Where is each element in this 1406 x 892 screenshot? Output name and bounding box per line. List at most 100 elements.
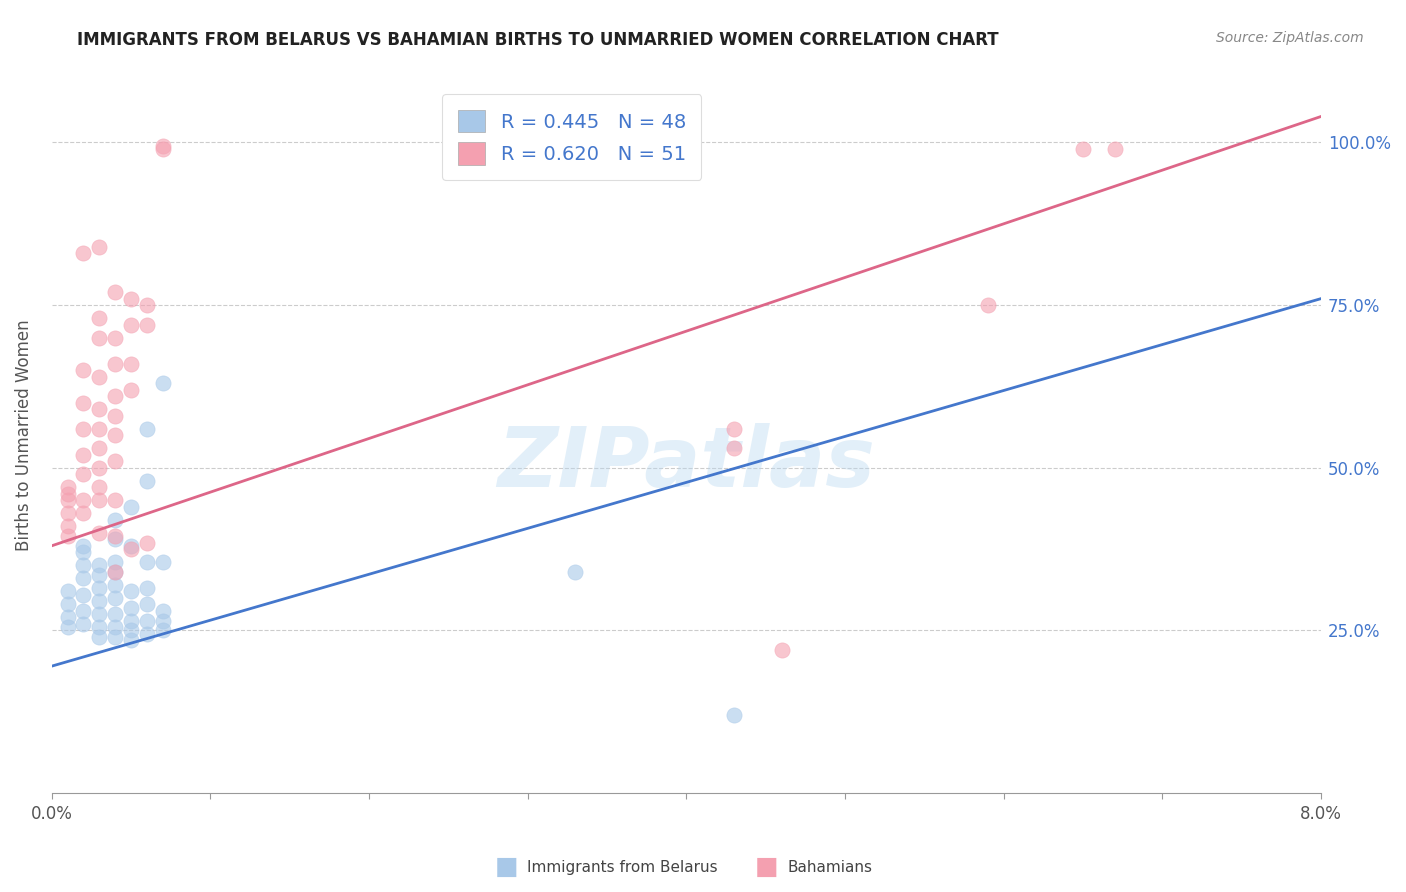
Point xyxy=(104,331,127,345)
Point xyxy=(104,428,127,442)
Point xyxy=(56,506,79,520)
Point xyxy=(104,529,127,543)
Point xyxy=(72,395,94,409)
Point xyxy=(89,630,111,644)
Point xyxy=(136,298,159,312)
Point xyxy=(120,318,142,332)
Point xyxy=(104,533,127,547)
Point xyxy=(104,389,127,403)
Point xyxy=(72,539,94,553)
Point xyxy=(136,535,159,549)
Point xyxy=(89,441,111,455)
Point xyxy=(136,318,159,332)
Point xyxy=(977,298,1000,312)
Point xyxy=(120,383,142,397)
Point xyxy=(104,555,127,569)
Point xyxy=(136,581,159,595)
Point xyxy=(89,422,111,436)
Point xyxy=(89,558,111,573)
Point xyxy=(152,604,174,618)
Point xyxy=(72,493,94,508)
Point xyxy=(104,285,127,299)
Point xyxy=(120,539,142,553)
Point xyxy=(104,357,127,371)
Point xyxy=(89,369,111,384)
Point xyxy=(120,584,142,599)
Point xyxy=(89,402,111,417)
Point xyxy=(56,610,79,624)
Point xyxy=(89,493,111,508)
Point xyxy=(56,493,79,508)
Text: Immigrants from Belarus: Immigrants from Belarus xyxy=(527,860,718,874)
Point xyxy=(56,584,79,599)
Point xyxy=(104,607,127,621)
Point xyxy=(120,542,142,557)
Text: ■: ■ xyxy=(495,855,517,879)
Point xyxy=(104,454,127,468)
Point xyxy=(72,422,94,436)
Point xyxy=(723,707,745,722)
Point xyxy=(104,565,127,579)
Point xyxy=(120,500,142,514)
Point xyxy=(56,598,79,612)
Point xyxy=(56,529,79,543)
Point xyxy=(89,311,111,326)
Point xyxy=(72,571,94,585)
Point xyxy=(136,555,159,569)
Point xyxy=(72,588,94,602)
Point xyxy=(104,493,127,508)
Point xyxy=(120,600,142,615)
Legend: R = 0.445   N = 48, R = 0.620   N = 51: R = 0.445 N = 48, R = 0.620 N = 51 xyxy=(443,95,702,180)
Point xyxy=(104,578,127,592)
Point xyxy=(72,246,94,260)
Text: Source: ZipAtlas.com: Source: ZipAtlas.com xyxy=(1216,31,1364,45)
Point xyxy=(89,568,111,582)
Point xyxy=(104,409,127,423)
Point xyxy=(104,591,127,605)
Point xyxy=(89,620,111,634)
Point xyxy=(56,620,79,634)
Point xyxy=(120,357,142,371)
Point xyxy=(104,630,127,644)
Point xyxy=(136,598,159,612)
Point xyxy=(72,558,94,573)
Point xyxy=(152,138,174,153)
Text: Bahamians: Bahamians xyxy=(787,860,872,874)
Point xyxy=(89,239,111,253)
Point xyxy=(89,581,111,595)
Point xyxy=(136,626,159,640)
Point xyxy=(152,376,174,391)
Point xyxy=(89,331,111,345)
Point xyxy=(56,519,79,533)
Point xyxy=(89,607,111,621)
Point xyxy=(152,555,174,569)
Point xyxy=(56,487,79,501)
Point xyxy=(104,513,127,527)
Point xyxy=(1104,142,1126,156)
Point xyxy=(152,142,174,156)
Point xyxy=(104,620,127,634)
Point xyxy=(120,633,142,648)
Point xyxy=(136,474,159,488)
Y-axis label: Births to Unmarried Women: Births to Unmarried Women xyxy=(15,319,32,551)
Point xyxy=(104,565,127,579)
Point xyxy=(56,480,79,494)
Point xyxy=(564,565,586,579)
Text: IMMIGRANTS FROM BELARUS VS BAHAMIAN BIRTHS TO UNMARRIED WOMEN CORRELATION CHART: IMMIGRANTS FROM BELARUS VS BAHAMIAN BIRT… xyxy=(77,31,998,49)
Point xyxy=(723,441,745,455)
Point xyxy=(72,545,94,559)
Point xyxy=(72,506,94,520)
Point xyxy=(89,460,111,475)
Point xyxy=(72,448,94,462)
Point xyxy=(72,363,94,377)
Point xyxy=(136,614,159,628)
Point xyxy=(72,467,94,482)
Point xyxy=(1071,142,1094,156)
Point xyxy=(723,422,745,436)
Point xyxy=(89,525,111,540)
Text: ■: ■ xyxy=(755,855,778,879)
Point xyxy=(89,480,111,494)
Point xyxy=(72,616,94,631)
Point xyxy=(152,614,174,628)
Point xyxy=(152,624,174,638)
